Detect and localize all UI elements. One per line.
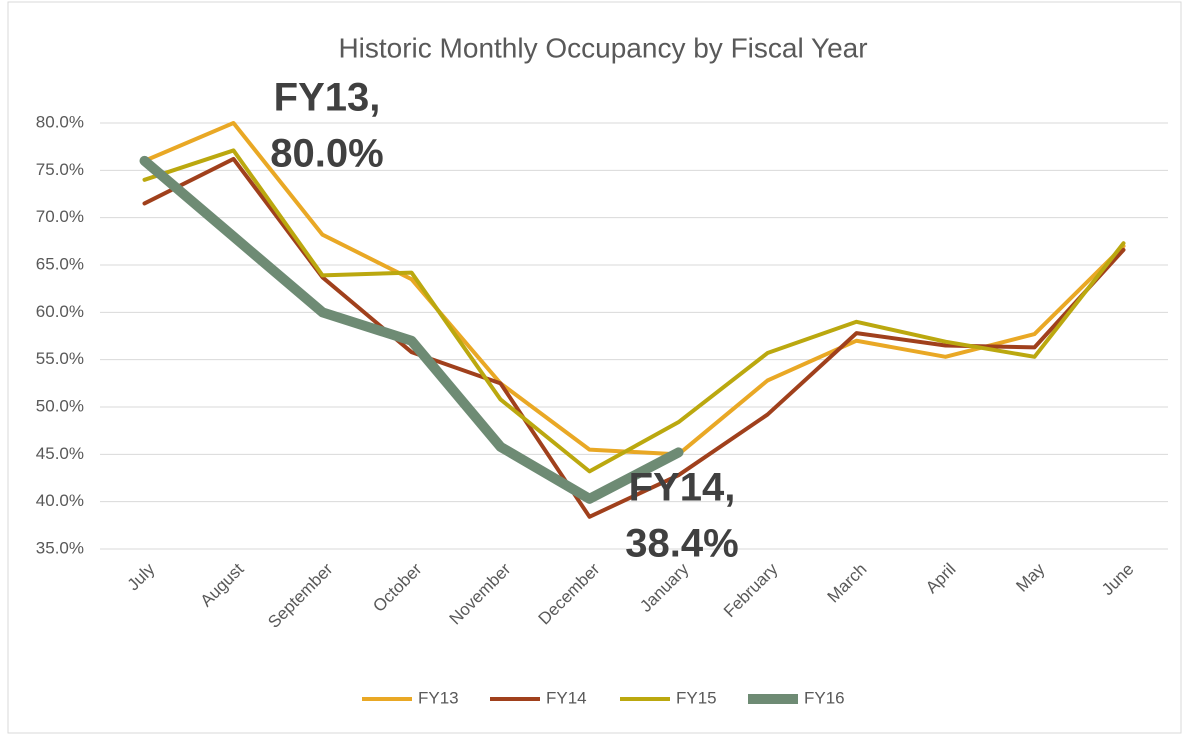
legend-label: FY16 [804,688,845,707]
legend-label: FY13 [418,688,459,707]
chart-frame [7,1,1182,734]
legend-label: FY14 [546,688,587,707]
annotation: 38.4% [625,522,738,566]
annotation: FY13, [274,76,381,120]
annotation: 80.0% [270,132,383,176]
y-tick-label: 65.0% [36,254,84,273]
legend-label: FY15 [676,688,717,707]
y-tick-label: 70.0% [36,207,84,226]
y-tick-label: 45.0% [36,444,84,463]
series-line [142,121,1126,457]
chart-title: Historic Monthly Occupancy by Fiscal Yea… [338,32,867,63]
y-tick-label: 75.0% [36,160,84,179]
series-line [142,148,1126,474]
series-line [139,155,684,504]
y-tick-label: 40.0% [36,491,84,510]
y-tick-label: 80.0% [36,112,84,131]
y-tick-label: 60.0% [36,302,84,321]
y-tick-label: 50.0% [36,396,84,415]
y-tick-label: 35.0% [36,538,84,557]
annotation: FY14, [629,466,736,510]
y-tick-label: 55.0% [36,349,84,368]
